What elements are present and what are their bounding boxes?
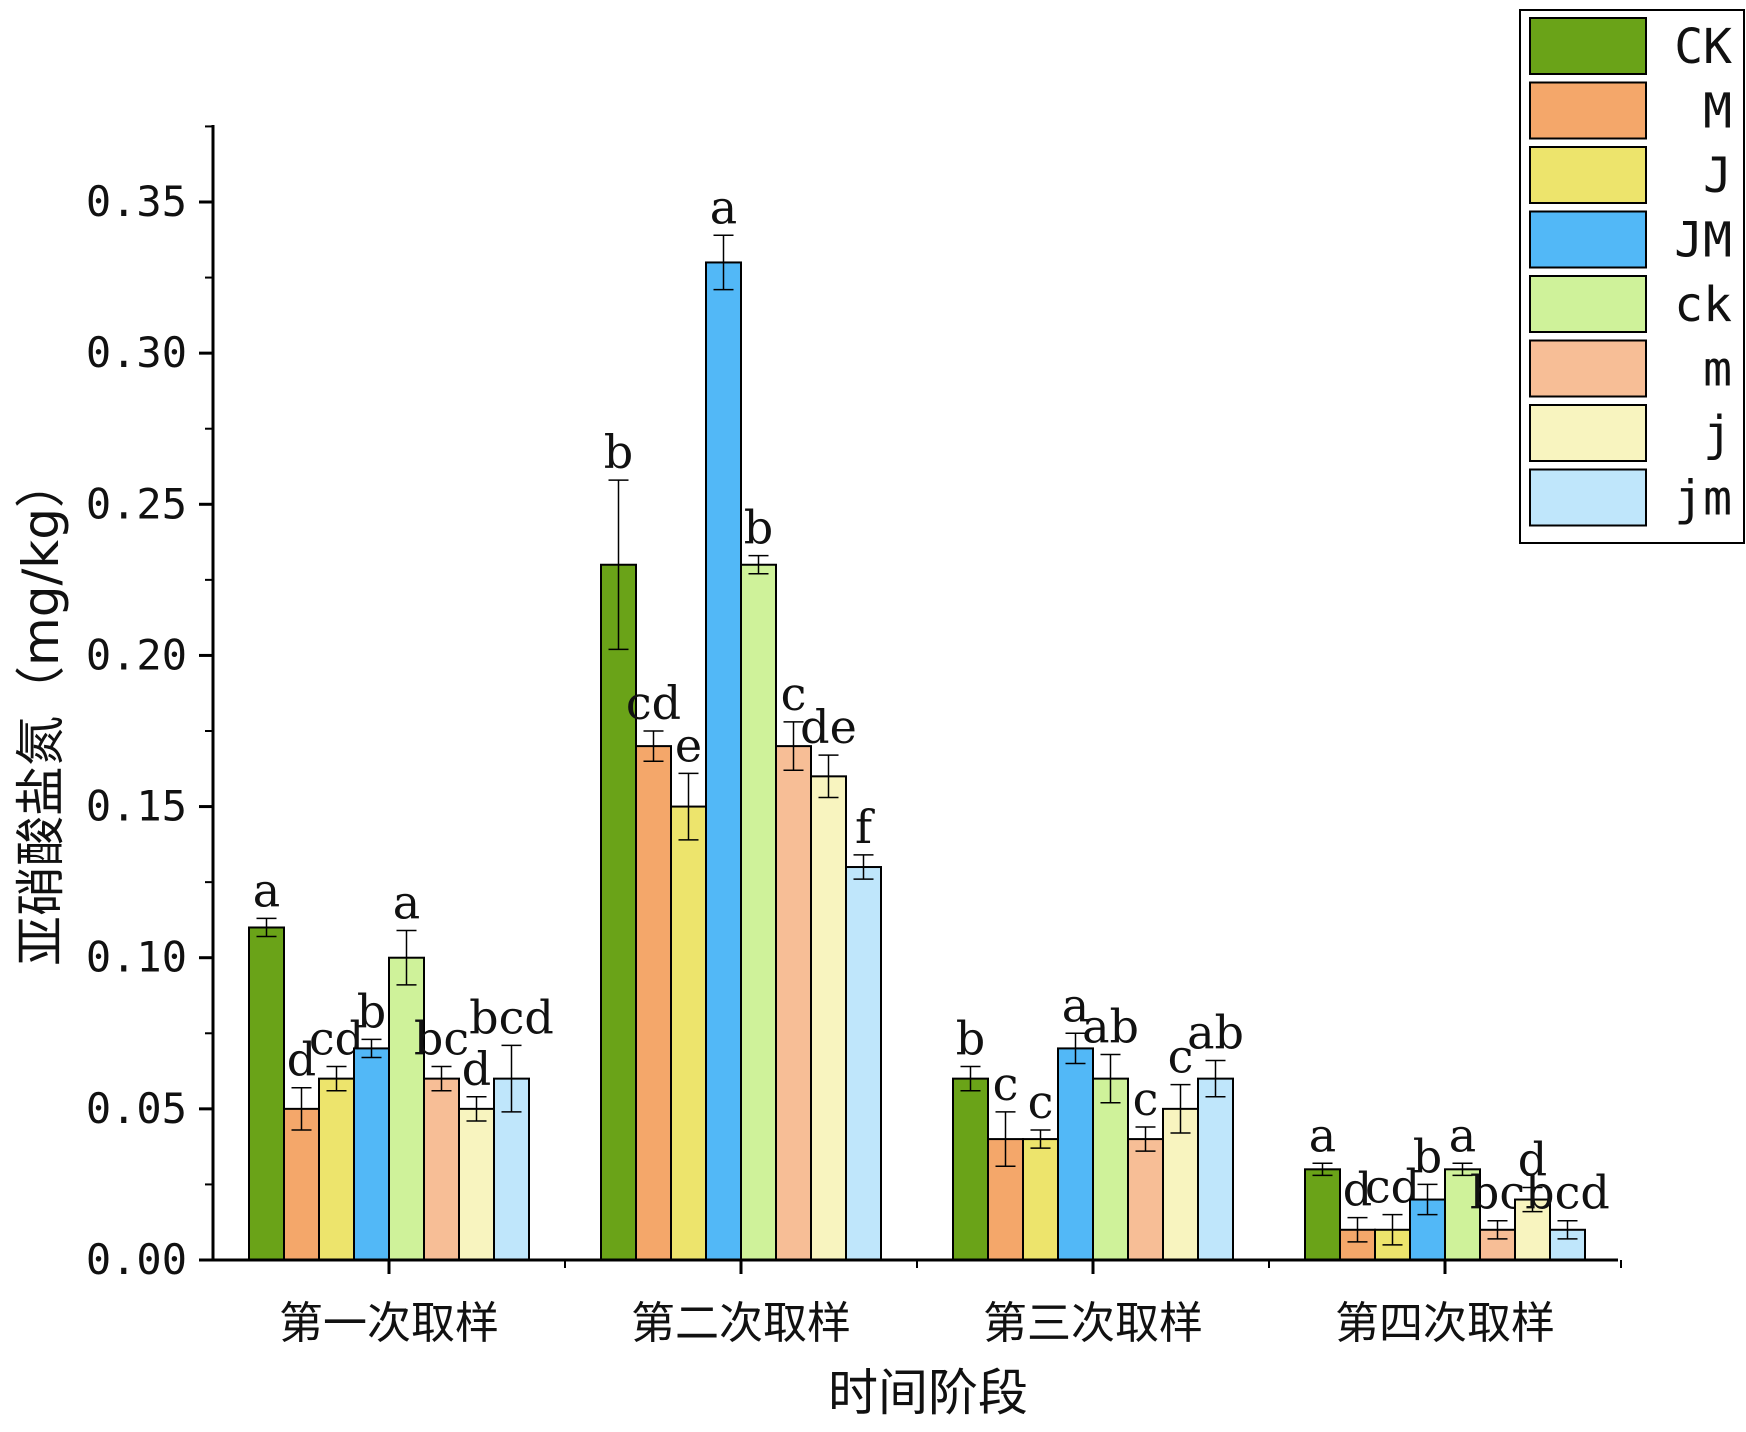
x-category-label: 第二次取样 <box>631 1298 851 1349</box>
bar-m <box>1127 1138 1164 1261</box>
bar-JM <box>705 261 742 1261</box>
bar-jm <box>1197 1077 1234 1261</box>
legend-swatch-CK <box>1529 17 1647 75</box>
bar-ck <box>388 956 425 1261</box>
bar-M <box>635 745 672 1261</box>
significance-label: ab <box>1082 999 1139 1053</box>
bar-ck <box>1092 1077 1129 1261</box>
bar-m <box>775 745 812 1261</box>
significance-label: de <box>800 700 857 754</box>
significance-label: d <box>1518 1132 1547 1186</box>
significance-label: c <box>1168 1030 1194 1084</box>
significance-label: c <box>781 667 807 721</box>
significance-label: a <box>1449 1108 1476 1162</box>
y-axis-title: 亚硝酸盐氮（mg/kg） <box>12 458 70 966</box>
legend-label-J: J <box>1703 148 1732 204</box>
legend-swatch-J <box>1529 146 1647 204</box>
legend-label-ck: ck <box>1674 277 1732 333</box>
legend-label-CK: CK <box>1674 19 1732 75</box>
significance-label: d <box>287 1033 316 1087</box>
significance-label: b <box>357 984 386 1038</box>
axes-layer: 0.00 0.05 0.10 0.15 0.20 0.25 0.30 0.35 第一次取样 第二次… <box>86 125 1622 1349</box>
legend-swatch-jm <box>1529 468 1647 527</box>
bar-jm <box>845 866 882 1261</box>
bar-J <box>1022 1138 1059 1261</box>
significance-label: a <box>253 863 280 917</box>
bar-JM <box>1057 1047 1094 1262</box>
significance-label: b <box>604 425 633 479</box>
legend-swatch-j <box>1529 404 1647 462</box>
legend: CK MJ JM ck mj jm <box>1519 9 1745 544</box>
significance-label: a <box>710 180 737 234</box>
bar-JM <box>353 1047 390 1262</box>
y-tick-label: 0.00 <box>86 1235 187 1284</box>
bar-CK <box>1304 1168 1341 1262</box>
legend-swatch-m <box>1529 339 1647 398</box>
bar-ck <box>740 563 777 1261</box>
bar-J <box>318 1077 355 1261</box>
significance-label: b <box>744 501 773 555</box>
bar-J <box>670 805 707 1261</box>
y-tick-label: 0.30 <box>86 328 187 377</box>
significance-label: c <box>1133 1072 1159 1126</box>
x-category-label: 第一次取样 <box>279 1298 499 1349</box>
legend-swatch-JM <box>1529 210 1647 269</box>
y-tick-label: 0.35 <box>86 177 187 226</box>
significance-label: b <box>1413 1129 1442 1183</box>
significance-label: cd <box>626 676 681 730</box>
legend-label-jm: jm <box>1674 471 1732 527</box>
significance-label: bc <box>414 1012 469 1066</box>
significance-label: a <box>1062 978 1089 1032</box>
x-category-label: 第四次取样 <box>1335 1298 1555 1349</box>
legend-label-m: m <box>1703 342 1732 398</box>
legend-label-j: j <box>1703 406 1732 462</box>
significance-label: a <box>393 876 420 930</box>
bar-CK <box>600 563 637 1261</box>
significance-label: d <box>1343 1163 1372 1217</box>
x-category-label: 第三次取样 <box>983 1298 1203 1349</box>
legend-label-M: M <box>1703 84 1732 140</box>
significance-label: a <box>1309 1108 1336 1162</box>
significance-label: ab <box>1187 1005 1244 1059</box>
significance-label: bcd <box>469 990 554 1044</box>
legend-swatch-M <box>1529 81 1647 140</box>
significance-label: bcd <box>1525 1166 1610 1220</box>
bar-j <box>810 775 847 1261</box>
significance-label: c <box>993 1057 1019 1111</box>
y-tick-label: 0.05 <box>86 1084 187 1133</box>
bar-M <box>283 1107 320 1262</box>
significance-label: c <box>1028 1075 1054 1129</box>
significance-label: b <box>956 1012 985 1066</box>
y-tick-label: 0.15 <box>86 782 187 831</box>
bar-CK <box>248 926 285 1261</box>
significance-label: e <box>675 718 702 772</box>
y-tick-label: 0.10 <box>86 933 187 982</box>
x-axis-title: 时间阶段 <box>828 1364 1028 1422</box>
bar-j <box>458 1107 495 1262</box>
y-tick-label: 0.25 <box>86 479 187 528</box>
legend-label-JM: JM <box>1674 213 1732 269</box>
significance-label: d <box>462 1042 491 1096</box>
legend-swatch-ck <box>1529 275 1647 333</box>
significance-label: f <box>855 800 875 854</box>
bar-m <box>423 1077 460 1261</box>
y-tick-label: 0.20 <box>86 630 187 679</box>
bar-CK <box>952 1077 989 1261</box>
